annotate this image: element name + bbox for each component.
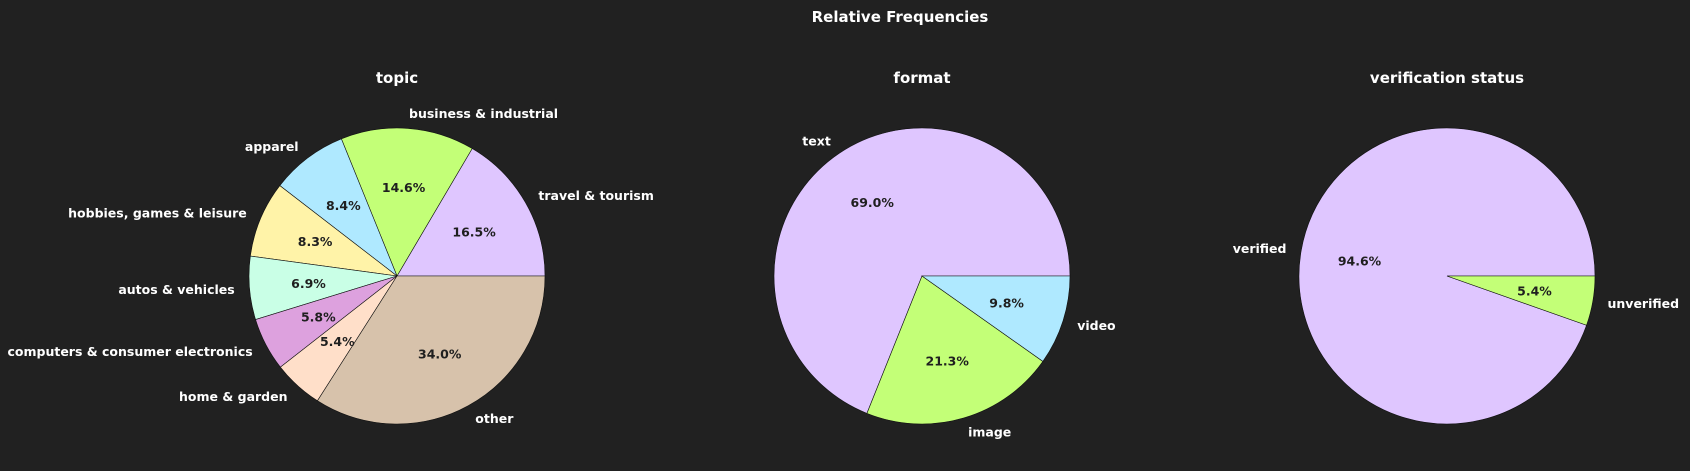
pie-slice-travel-tourism (396, 148, 546, 277)
pie-chart-topic: topic 16.5% travel & tourism 14.6% business… (7, 69, 653, 426)
pie-category-label: hobbies, games & leisure (68, 206, 247, 221)
pie-category-label: verified (1233, 241, 1287, 256)
pie-pct-label: 6.9% (291, 276, 326, 291)
pie-category-label: computers & consumer electronics (7, 344, 252, 359)
pie-pct-label: 8.4% (326, 198, 361, 213)
pie-slice-other (317, 275, 546, 425)
pie-title: verification status (1370, 69, 1524, 87)
pie-pct-label: 21.3% (926, 354, 970, 369)
pie-pct-label: 94.6% (1338, 254, 1382, 269)
pie-pct-label: 5.4% (320, 334, 355, 349)
pie-title: topic (376, 69, 418, 87)
pie-category-label: business & industrial (409, 106, 558, 121)
pie-category-label: other (475, 411, 514, 426)
pie-category-label: autos & vehicles (118, 282, 234, 297)
pie-pct-label: 34.0% (418, 346, 462, 361)
pie-pct-label: 5.8% (301, 310, 336, 325)
pie-slice-text (773, 127, 1071, 414)
pie-pct-label: 9.8% (989, 295, 1024, 310)
pie-category-label: video (1077, 318, 1116, 333)
pie-chart-format: format 69.0% text 21.3% image 9.8% video (773, 69, 1116, 440)
pie-pct-label: 69.0% (851, 195, 895, 210)
pie-category-label: travel & tourism (538, 188, 653, 203)
pie-slice-video (921, 275, 1071, 362)
pie-pct-label: 5.4% (1517, 284, 1552, 299)
pie-chart-verification-status: verification status 94.6% verified 5.4% unv… (1233, 69, 1680, 425)
pie-pct-label: 8.3% (298, 234, 333, 249)
pie-category-label: home & garden (179, 389, 287, 404)
figure-suptitle: Relative Frequencies (812, 8, 989, 26)
pie-category-label: image (968, 425, 1011, 440)
pie-category-label: unverified (1608, 296, 1680, 311)
pie-title: format (893, 69, 950, 87)
pie-slice-business-industrial (340, 127, 473, 277)
pie-pct-label: 16.5% (452, 225, 496, 240)
pie-slice-image (866, 275, 1044, 425)
pie-pct-label: 14.6% (382, 180, 426, 195)
pie-category-label: apparel (245, 139, 299, 154)
pie-slice-unverified (1446, 275, 1596, 326)
pie-category-label: text (802, 134, 831, 149)
